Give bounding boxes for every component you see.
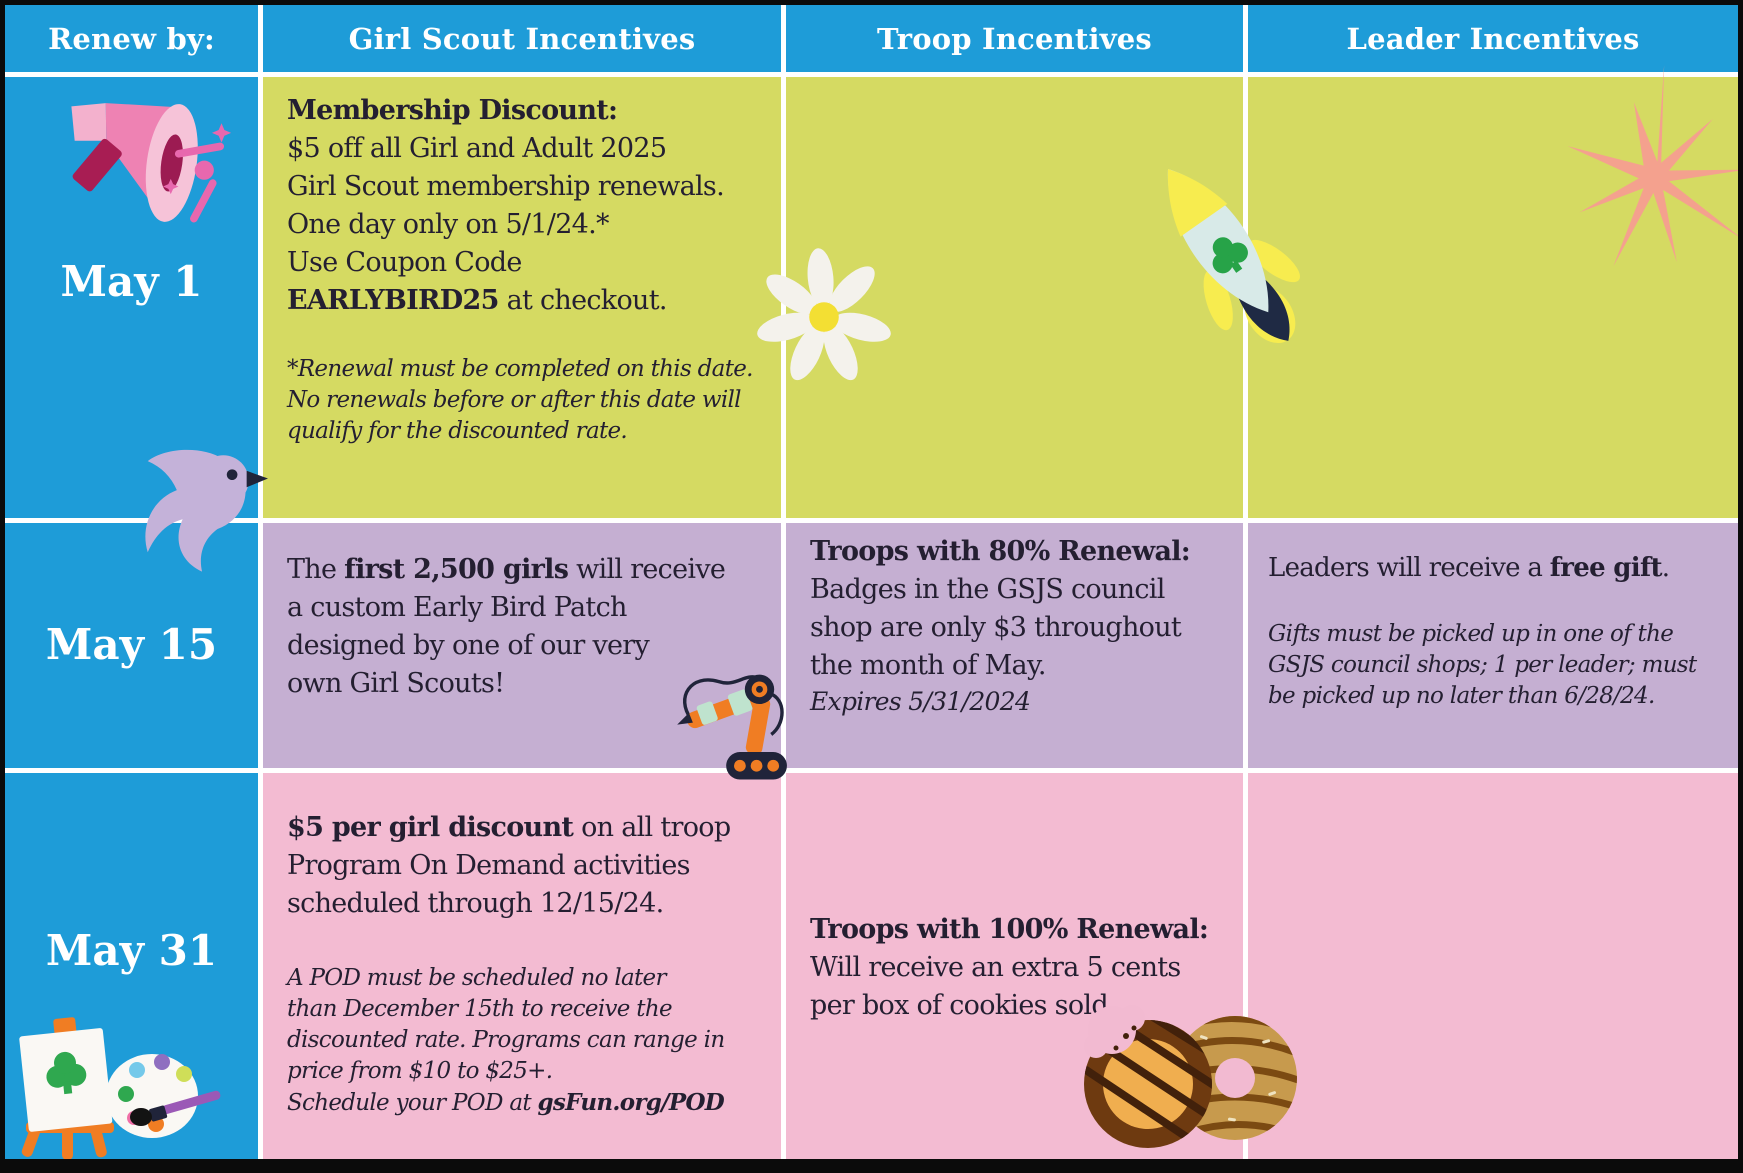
free-gift-line: Leaders will receive a free gift. xyxy=(1268,549,1738,587)
cell-may1-troop xyxy=(786,77,1243,518)
patch-offer-line: The first 2,500 girls will receive xyxy=(287,551,781,589)
cell-may1-girl-scout: Membership Discount: $5 off all Girl and… xyxy=(263,77,781,518)
fine-print-line: price from $10 to $25+. xyxy=(287,1058,553,1084)
megaphone-icon xyxy=(71,103,232,223)
text-line: Badges in the GSJS council xyxy=(810,574,1165,605)
fine-print-line: discounted rate. Programs can range in xyxy=(287,1027,725,1053)
date-label-may-15: May 15 xyxy=(45,620,218,670)
text-part: . xyxy=(1661,553,1670,583)
text-part: will receive xyxy=(568,554,726,585)
text-line: designed by one of our very xyxy=(287,630,650,661)
header-cell-troop-incentives: Troop Incentives xyxy=(786,5,1243,72)
text-line: One day only on 5/1/24.* xyxy=(287,209,610,240)
text-line: per box of cookies sold. xyxy=(810,990,1116,1021)
text-part-bold: free gift xyxy=(1549,553,1663,583)
text-line: Program On Demand activities xyxy=(287,850,691,881)
membership-discount-heading: Membership Discount: xyxy=(287,95,618,126)
fine-print-line: be picked up no later than 6/28/24. xyxy=(1268,683,1655,709)
text-part: Leaders will receive a xyxy=(1268,553,1550,583)
text-line: shop are only $3 throughout xyxy=(810,612,1182,643)
troops-80-renewal-heading: Troops with 80% Renewal: xyxy=(810,536,1191,567)
coupon-code: EARLYBIRD25 xyxy=(287,285,499,316)
text-part: on all troop xyxy=(573,812,731,843)
fine-print-line: A POD must be scheduled no later xyxy=(287,965,666,991)
fine-print: Gifts must be picked up in one of the GS… xyxy=(1268,619,1738,712)
text-part-bold: $5 per girl discount xyxy=(287,812,574,843)
text-line: scheduled through 12/15/24. xyxy=(287,888,664,919)
pod-cta-line: Schedule your POD at gsFun.org/POD xyxy=(287,1087,781,1119)
coupon-code-line: EARLYBIRD25 at checkout. xyxy=(287,282,781,320)
text-line: Will receive an extra 5 cents xyxy=(810,952,1181,983)
header-cell-renew-by: Renew by: xyxy=(5,5,258,72)
text-line: $5 off all Girl and Adult 2025 xyxy=(287,133,667,164)
fine-print: *Renewal must be completed on this date.… xyxy=(287,354,781,447)
header-cell-girl-scout-incentives: Girl Scout Incentives xyxy=(263,5,781,72)
header-cell-leader-incentives: Leader Incentives xyxy=(1248,5,1738,72)
cell-may15-leader: Leaders will receive a free gift. Gifts … xyxy=(1248,523,1738,768)
incentives-table: Renew by: Girl Scout Incentives Troop In… xyxy=(5,5,1738,1159)
cell-may15-troop: Troops with 80% Renewal: Badges in the G… xyxy=(786,523,1243,768)
fine-print: A POD must be scheduled no later than De… xyxy=(287,963,781,1119)
text-part: Schedule your POD at xyxy=(287,1090,538,1116)
pod-discount-line: $5 per girl discount on all troop xyxy=(287,809,781,847)
date-cell-may-15: May 15 xyxy=(5,523,258,768)
cell-may31-leader xyxy=(1248,773,1738,1159)
cell-may15-girl-scout: The first 2,500 girls will receive a cus… xyxy=(263,523,781,768)
pod-url: gsFun.org/POD xyxy=(537,1089,725,1116)
date-label-may-31: May 31 xyxy=(45,926,218,975)
expires-note: Expires 5/31/2024 xyxy=(810,687,1031,716)
text-line: the month of May. xyxy=(810,650,1046,681)
fine-print-line: *Renewal must be completed on this date. xyxy=(287,356,753,382)
cell-may1-leader xyxy=(1248,77,1738,518)
text-line: Girl Scout membership renewals. xyxy=(287,171,725,202)
text-part: The xyxy=(287,554,345,585)
fine-print-line: Gifts must be picked up in one of the xyxy=(1268,621,1674,647)
text-part-bold: first 2,500 girls xyxy=(344,554,569,585)
fine-print-line: GSJS council shops; 1 per leader; must xyxy=(1268,652,1697,678)
date-cell-may-1: May 1 xyxy=(5,77,258,518)
text-line: Use Coupon Code xyxy=(287,247,522,278)
troops-100-renewal-heading: Troops with 100% Renewal: xyxy=(810,914,1209,945)
coupon-suffix: at checkout. xyxy=(498,285,668,316)
text-line: a custom Early Bird Patch xyxy=(287,592,627,623)
cell-may31-girl-scout: $5 per girl discount on all troop Progra… xyxy=(263,773,781,1159)
fine-print-line: than December 15th to receive the xyxy=(287,996,673,1022)
text-line: own Girl Scouts! xyxy=(287,668,505,699)
date-label-may-1: May 1 xyxy=(60,257,203,306)
fine-print-line: qualify for the discounted rate. xyxy=(287,418,628,444)
date-cell-may-31: May 31 xyxy=(5,773,258,1159)
fine-print-line: No renewals before or after this date wi… xyxy=(287,387,742,413)
cell-may31-troop: Troops with 100% Renewal: Will receive a… xyxy=(786,773,1243,1159)
